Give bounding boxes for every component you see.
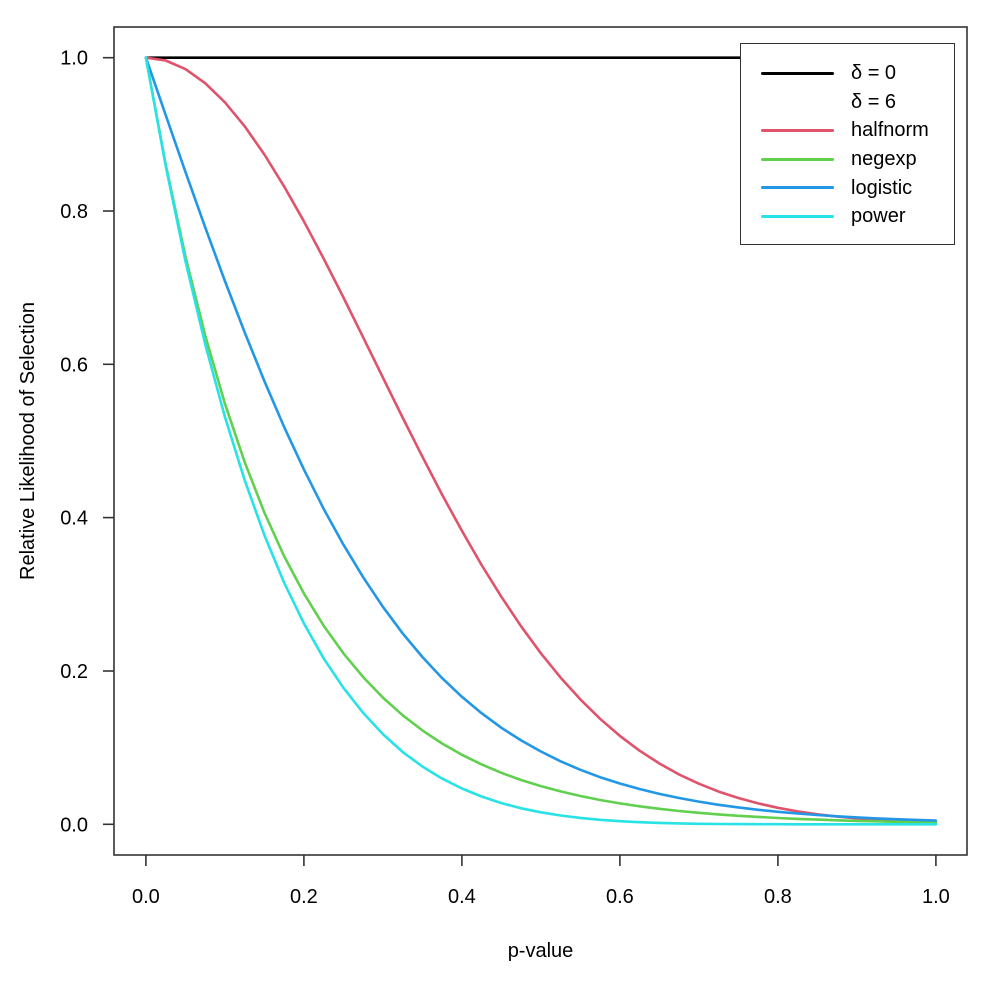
x-axis-tick-labels: 0.0 0.2 0.4 0.6 0.8 1.0 bbox=[132, 886, 950, 908]
series-line-negexp bbox=[144, 56, 938, 824]
y-axis-tick-labels: 0.0 0.2 0.4 0.6 0.8 1.0 bbox=[60, 48, 88, 837]
y-tick-label-4: 0.8 bbox=[60, 201, 88, 223]
legend-line-swatch-logistic bbox=[761, 186, 834, 190]
legend-item-power: power bbox=[741, 202, 954, 231]
legend-item-halfnorm: halfnorm bbox=[741, 116, 954, 145]
legend-label-delta6: δ = 6 bbox=[851, 90, 897, 113]
x-axis-ticks bbox=[145, 855, 937, 866]
series-line-power bbox=[144, 56, 938, 826]
x-axis-title: p-value bbox=[508, 940, 574, 962]
series-lines bbox=[144, 56, 938, 826]
legend-label-negexp: negexp bbox=[851, 148, 917, 170]
x-tick-label-2: 0.4 bbox=[448, 886, 476, 908]
legend-item-delta0: δ = 0 bbox=[741, 59, 954, 88]
legend-line-swatch-halfnorm bbox=[761, 129, 834, 133]
series-line-logistic bbox=[144, 56, 938, 822]
y-tick-label-3: 0.6 bbox=[60, 354, 88, 376]
plot-box bbox=[113, 26, 968, 856]
legend-item-logistic: logistic bbox=[741, 174, 954, 203]
legend-item-negexp: negexp bbox=[741, 145, 954, 174]
x-tick-label-0: 0.0 bbox=[132, 886, 160, 908]
x-tick-label-4: 0.8 bbox=[764, 886, 792, 908]
x-tick-label-1: 0.2 bbox=[290, 886, 318, 908]
legend-line-swatch-delta0 bbox=[761, 72, 834, 76]
legend: δ = 0 δ = 6 halfnorm negexp logistic pow… bbox=[740, 43, 955, 245]
legend-label-halfnorm: halfnorm bbox=[851, 119, 929, 142]
y-tick-label-2: 0.4 bbox=[60, 508, 88, 530]
legend-swatch-empty bbox=[761, 101, 834, 104]
legend-line-swatch-negexp bbox=[761, 157, 834, 161]
y-tick-label-1: 0.2 bbox=[60, 661, 88, 683]
legend-line-swatch-power bbox=[761, 214, 834, 218]
y-axis-ticks bbox=[103, 56, 114, 826]
y-axis-title: Relative Likelihood of Selection bbox=[17, 302, 39, 580]
y-tick-label-5: 1.0 bbox=[60, 48, 88, 70]
legend-label-logistic: logistic bbox=[851, 176, 913, 199]
x-tick-label-3: 0.6 bbox=[606, 886, 634, 908]
legend-label-power: power bbox=[851, 205, 906, 228]
series-line-halfnorm bbox=[144, 56, 938, 824]
y-tick-label-0: 0.0 bbox=[60, 814, 88, 836]
legend-item-delta6: δ = 6 bbox=[741, 88, 954, 117]
x-tick-label-5: 1.0 bbox=[922, 886, 950, 908]
legend-label-delta0: δ = 0 bbox=[851, 62, 897, 85]
